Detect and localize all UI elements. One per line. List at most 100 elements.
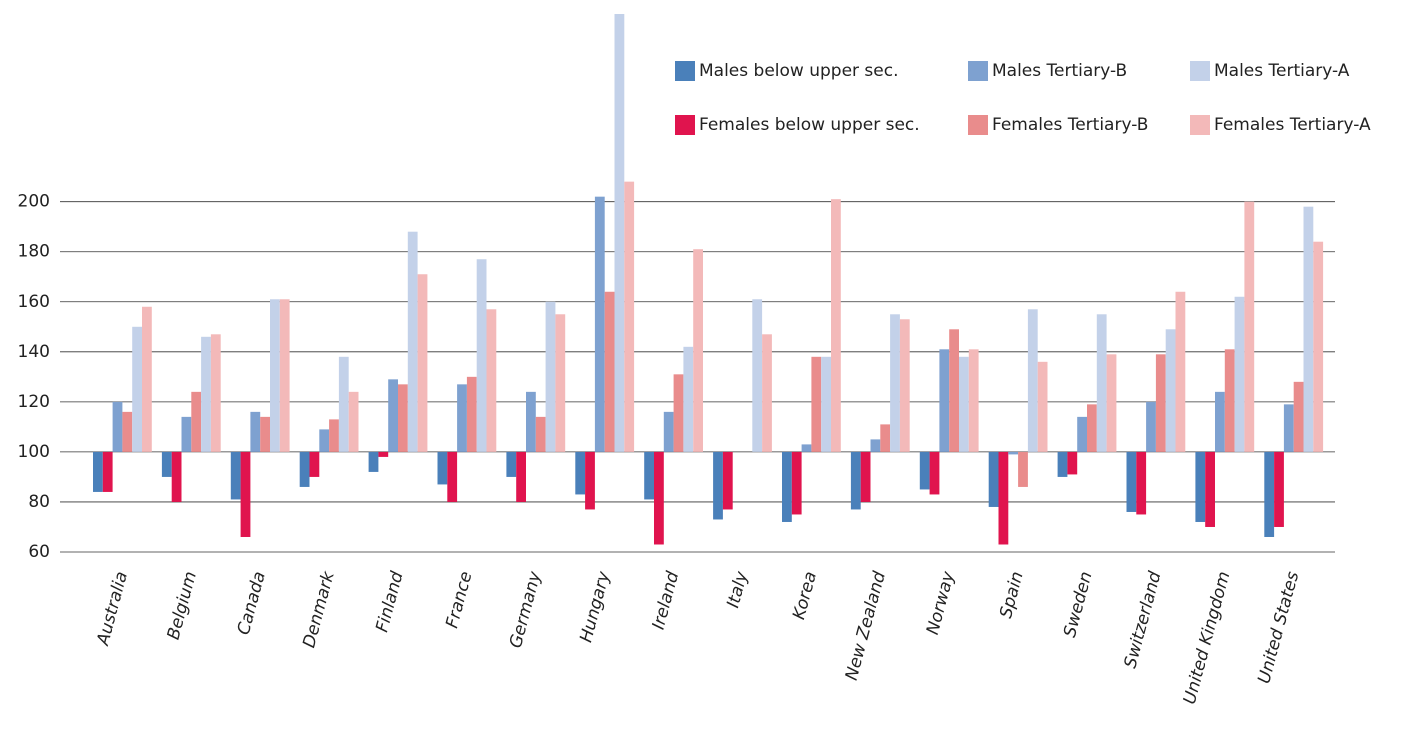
bar [1215,391,1225,452]
bar [388,379,398,452]
bar [939,349,950,452]
legend-label: Males below upper sec. [699,61,898,81]
legend-label: Males Tertiary-B [992,61,1127,81]
bar [899,319,910,452]
legend-swatch [968,61,988,81]
bar [1037,361,1048,452]
bar [949,329,959,452]
bar [309,451,320,477]
bar [673,374,684,452]
bar [526,391,536,452]
bar [437,451,448,485]
bar [398,384,408,452]
bar [93,451,103,492]
bar [604,291,615,452]
bar [142,306,152,452]
bar [919,451,930,490]
legend-swatch [968,115,988,135]
bar [181,416,192,452]
bar [260,416,270,452]
bar [191,391,202,452]
y-tick-label: 120 [18,392,50,412]
bar [959,356,969,452]
bar [1027,309,1038,452]
bar [1136,451,1147,515]
x-tick-label: Hungary [576,569,614,645]
legend-swatch [1190,115,1210,135]
bar [870,439,881,452]
legend-label: Females Tertiary-B [992,115,1148,135]
bar [122,411,133,452]
x-tick-label: Spain [996,569,1028,620]
legend-label: Males Tertiary-A [1214,61,1350,81]
legend-swatch [675,115,695,135]
y-tick-label: 80 [28,492,50,512]
bar [210,334,221,452]
bar [1165,329,1176,452]
bar [486,309,497,452]
bar [240,451,251,537]
y-tick-label: 200 [18,192,50,212]
bar [201,336,211,452]
bar [1195,451,1206,522]
bar [407,231,418,452]
bar [998,451,1009,545]
bar [329,419,339,452]
bar [112,401,123,452]
bar [782,451,792,522]
bar [1234,296,1245,452]
bar [1175,291,1186,452]
bar [457,384,467,452]
bar [1008,451,1019,455]
bar [270,299,280,452]
bar [644,451,654,500]
bar [624,181,635,452]
y-tick-label: 160 [18,292,50,312]
bar [811,356,822,452]
x-tick-label: Norway [923,569,959,637]
x-tick-label: France [442,569,476,630]
x-tick-label: United Kingdom [1180,569,1235,706]
bar [161,451,172,477]
bar [516,451,526,502]
bar [1303,206,1314,452]
bar [614,14,625,452]
bar [476,259,487,452]
bar [1313,241,1324,452]
bar [1146,401,1156,452]
x-tick-label: Korea [789,569,821,621]
bar [693,249,703,452]
bar [1077,416,1087,452]
bar [1126,451,1137,512]
x-tick-label: New Zealand [842,569,890,682]
bar [663,411,674,452]
x-tick-label: United States [1254,569,1303,686]
bar [1087,404,1097,452]
bar [821,356,831,452]
bar [250,411,261,452]
bar [279,299,290,452]
bar [447,451,458,502]
bar [860,451,871,502]
bar [880,424,891,452]
legend-swatch [675,61,695,81]
bar [417,274,428,452]
bar [299,451,310,487]
bar [378,451,389,457]
bar [575,451,586,495]
y-tick-label: 100 [18,442,50,462]
x-tick-label: Denmark [299,568,339,650]
bar [1293,381,1304,452]
bar [890,314,900,452]
bar [1018,451,1028,487]
bar [348,391,359,452]
y-tick-label: 180 [18,242,50,262]
y-tick-label: 140 [18,342,50,362]
legend-label: Females below upper sec. [699,115,920,135]
legend-swatch [1190,61,1210,81]
bar [338,356,349,452]
x-tick-label: Finland [372,569,407,634]
x-tick-label: Ireland [649,569,684,632]
bar [850,451,861,510]
